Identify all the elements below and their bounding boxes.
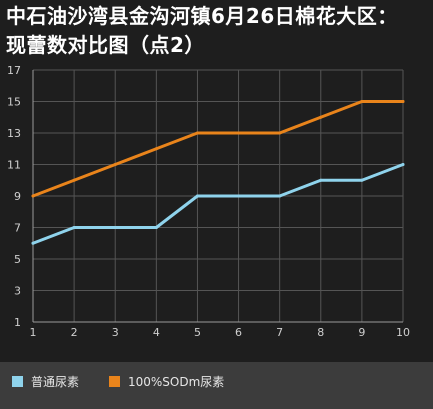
series-1-point [72, 226, 76, 229]
y-tick-label: 15 [7, 96, 21, 109]
legend: 普通尿素 100%SODm尿素 [0, 362, 433, 409]
series-1-point [154, 226, 158, 229]
legend-label-series-1: 普通尿素 [31, 375, 80, 389]
title-line-1: 中石油沙湾县金沟河镇6月26日棉花大区： [6, 4, 398, 28]
y-tick-label: 3 [14, 285, 21, 298]
y-tick-label: 17 [7, 64, 21, 77]
chart-title: 中石油沙湾县金沟河镇6月26日棉花大区： 现蕾数对比图（点2） [6, 2, 430, 60]
y-tick-label: 5 [14, 253, 21, 266]
title-line-2: 现蕾数对比图（点2） [6, 33, 205, 57]
legend-item-series-1: 普通尿素 [12, 373, 79, 390]
series-1-point [360, 178, 364, 182]
series-1-point [401, 163, 405, 166]
series-2-point [113, 163, 117, 166]
series-2-point [72, 178, 76, 182]
x-tick-label: 3 [112, 326, 119, 339]
x-tick-label: 2 [71, 326, 78, 339]
series-2-point [278, 131, 282, 135]
x-tick-label: 8 [317, 326, 324, 339]
series-2-point [360, 100, 364, 103]
series-1-point [113, 226, 117, 229]
x-tick-label: 10 [396, 326, 410, 339]
series-2-point [31, 194, 35, 198]
legend-item-series-2: 100%SODm尿素 [109, 373, 224, 390]
y-tick-label: 7 [14, 222, 21, 235]
y-tick-label: 1 [14, 316, 21, 329]
series-2-point [319, 115, 323, 119]
y-tick-label: 11 [7, 159, 21, 172]
series-1-point [195, 194, 199, 198]
x-tick-label: 1 [30, 326, 37, 339]
x-tick-label: 5 [194, 326, 201, 339]
series-line-2 [31, 100, 405, 198]
x-tick-label: 7 [276, 326, 283, 339]
series-1-point [319, 178, 323, 182]
legend-swatch-series-1 [12, 376, 23, 387]
series-2-point [237, 131, 241, 135]
series-2-point [401, 100, 405, 103]
series-2-point [195, 131, 199, 135]
series-1-point [31, 241, 35, 245]
legend-label-series-2: 100%SODm尿素 [128, 375, 225, 389]
x-tick-label: 6 [235, 326, 242, 339]
series-line-1 [31, 163, 405, 245]
y-tick-label: 9 [14, 190, 21, 203]
x-tick-label: 9 [358, 326, 365, 339]
series-1-point [278, 194, 282, 198]
series-1-point [237, 194, 241, 198]
legend-swatch-series-2 [109, 376, 120, 387]
series-2-point [154, 147, 158, 151]
x-tick-label: 4 [153, 326, 160, 339]
y-tick-label: 13 [7, 127, 21, 140]
